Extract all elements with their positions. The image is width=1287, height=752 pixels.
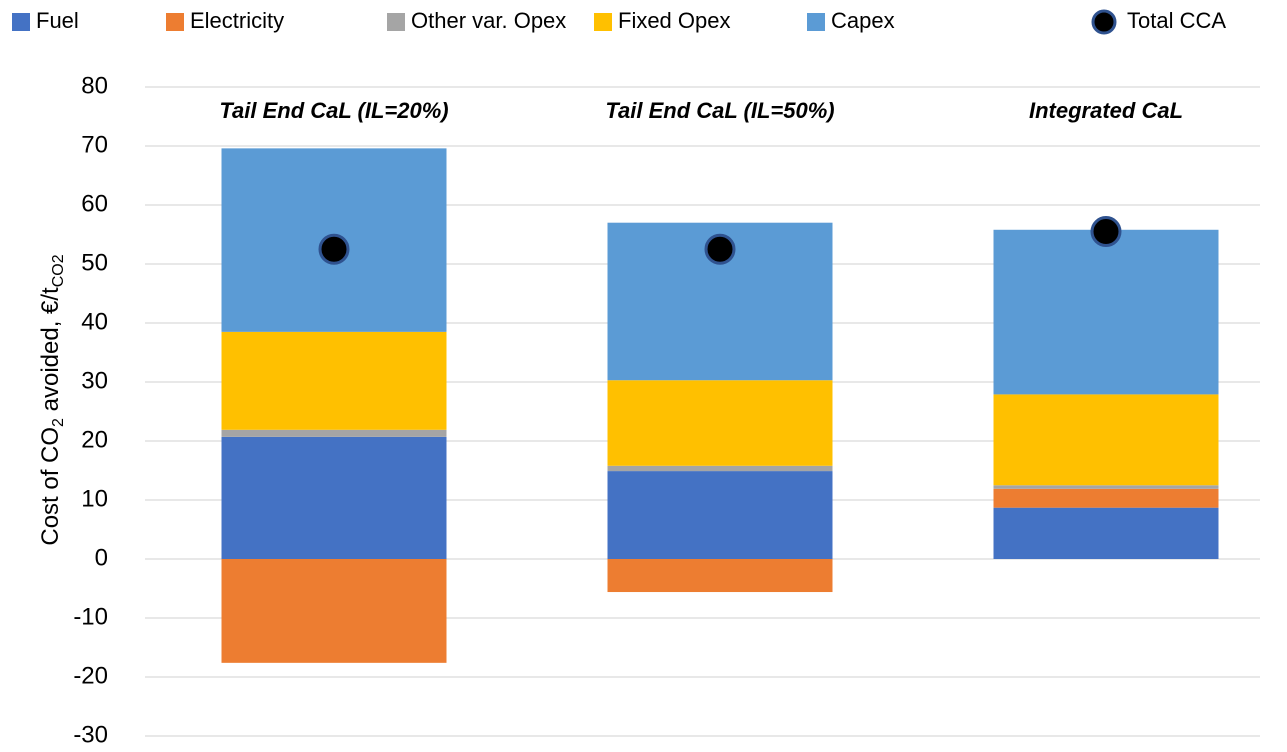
bar-segment xyxy=(607,380,833,466)
y-label-sub: CO2 xyxy=(50,254,67,287)
marker xyxy=(704,233,736,265)
y-tick-label: 40 xyxy=(81,308,108,335)
y-tick-label: 80 xyxy=(81,72,108,99)
legend-swatch xyxy=(166,13,184,31)
legend-label: Electricity xyxy=(190,8,284,33)
bar-segment xyxy=(221,559,447,663)
bar-segment xyxy=(607,559,833,593)
legend-swatch xyxy=(594,13,612,31)
bar-segment xyxy=(993,229,1219,395)
y-tick-label: 50 xyxy=(81,249,108,276)
legend-label: Fuel xyxy=(36,8,79,33)
legend-label: Fixed Opex xyxy=(618,8,731,33)
legend-label: Other var. Opex xyxy=(411,8,566,33)
y-tick-label: 70 xyxy=(81,131,108,158)
marker xyxy=(1090,216,1122,248)
legend-swatch xyxy=(807,13,825,31)
legend-label: Capex xyxy=(831,8,895,33)
y-tick-label: 0 xyxy=(95,544,108,571)
bar-segment xyxy=(993,394,1219,486)
y-label-part: avoided, €/t xyxy=(37,287,64,418)
y-tick-label: 10 xyxy=(81,485,108,512)
bar-segment xyxy=(221,436,447,559)
y-tick-label: 60 xyxy=(81,190,108,217)
bar-segment xyxy=(993,485,1219,489)
y-label-part: Cost of CO xyxy=(37,427,64,546)
marker xyxy=(318,233,350,265)
y-tick-label: -30 xyxy=(73,721,108,748)
category-label: Tail End CaL (IL=50%) xyxy=(605,98,834,123)
legend-marker xyxy=(1091,9,1117,35)
y-tick-label: 30 xyxy=(81,367,108,394)
y-axis-label: Cost of CO2 avoided, €/tCO2 xyxy=(37,254,67,545)
bar-segment xyxy=(993,507,1219,559)
bar-segment xyxy=(607,471,833,559)
bar-segment xyxy=(221,331,447,430)
y-tick-label: -10 xyxy=(73,603,108,630)
y-label-sub: 2 xyxy=(50,418,67,427)
legend-swatch xyxy=(12,13,30,31)
y-tick-label: -20 xyxy=(73,662,108,689)
bar-segment xyxy=(993,488,1219,508)
legend-label: Total CCA xyxy=(1127,8,1226,33)
legend-swatch xyxy=(387,13,405,31)
bar-segment xyxy=(221,429,447,437)
category-label: Tail End CaL (IL=20%) xyxy=(219,98,448,123)
category-label: Integrated CaL xyxy=(1029,98,1183,123)
bar-segment xyxy=(607,465,833,472)
y-tick-label: 20 xyxy=(81,426,108,453)
